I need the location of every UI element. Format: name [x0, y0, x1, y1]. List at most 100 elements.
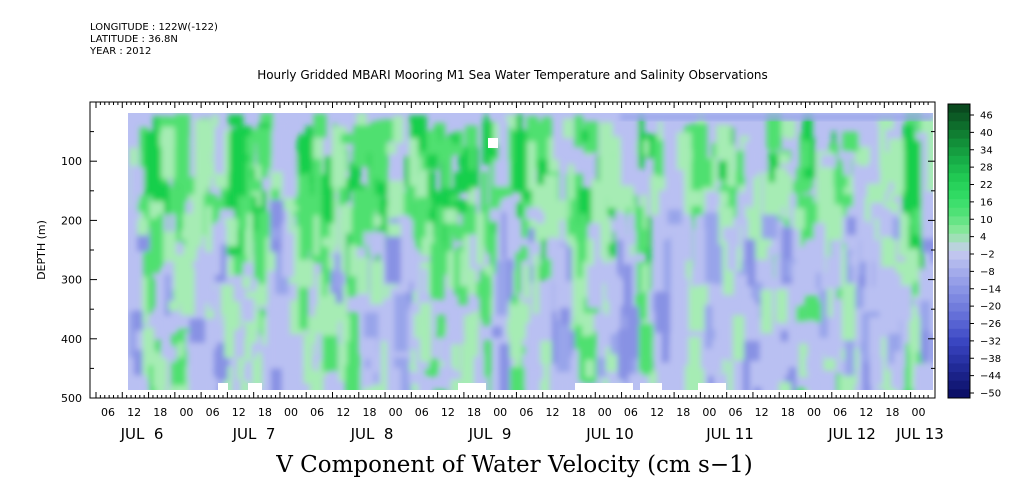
- x-hour-label: 18: [572, 406, 586, 419]
- field-cell: [427, 171, 436, 211]
- colorbar-swatch: [948, 346, 970, 356]
- field-cell: [799, 132, 806, 190]
- field-cell: [224, 313, 235, 358]
- missing-data-gap: [248, 383, 262, 390]
- field-cell: [796, 387, 806, 390]
- field-cell: [294, 192, 304, 206]
- colorbar-label: −32: [980, 336, 1001, 347]
- metadata-block: LONGITUDE : 122W(-122) LATITUDE : 36.8N …: [90, 22, 218, 58]
- field-cell: [523, 264, 531, 299]
- field-cell: [310, 369, 322, 390]
- field-cell: [296, 230, 309, 271]
- field-cell: [581, 129, 589, 143]
- x-hour-label: 00: [389, 406, 403, 419]
- field-cell: [796, 168, 803, 232]
- field-cell: [214, 126, 226, 174]
- field-cell: [906, 281, 919, 296]
- field-cell: [820, 154, 837, 169]
- field-cell: [367, 382, 376, 390]
- field-cell: [841, 248, 848, 285]
- field-cell: [693, 228, 706, 286]
- x-hour-label: 18: [885, 406, 899, 419]
- field-cell: [584, 359, 594, 378]
- field-cell: [162, 346, 177, 362]
- colorbar-label: −26: [980, 319, 1001, 330]
- field-cell: [353, 125, 371, 167]
- field-cell: [443, 151, 452, 188]
- field-cell: [418, 375, 426, 390]
- field-cell: [363, 387, 374, 390]
- field-cell: [246, 213, 253, 266]
- y-tick-label: 400: [61, 333, 82, 346]
- x-date-label: JUL 9: [468, 425, 512, 443]
- colorbar-swatch: [948, 181, 970, 191]
- field-cell: [499, 343, 510, 390]
- field-cell: [707, 158, 718, 186]
- field-cell: [869, 356, 884, 386]
- field-cell: [831, 175, 844, 188]
- field-cell: [189, 318, 205, 343]
- field-cell: [813, 223, 821, 272]
- field-cell: [780, 330, 789, 350]
- field-cell: [147, 259, 153, 314]
- field-cell: [297, 134, 313, 175]
- field-cell: [841, 283, 856, 341]
- field-cell: [921, 330, 930, 363]
- field-cell: [761, 214, 778, 239]
- x-hour-label: 12: [127, 406, 141, 419]
- x-hour-label: 06: [101, 406, 115, 419]
- field-cell: [240, 380, 250, 390]
- field-cell: [303, 230, 309, 246]
- field-cell: [727, 145, 736, 187]
- colorbar-swatch: [948, 268, 970, 278]
- plot-axes: 06 12 18 00 06 12 18 00 06 12 18 00 06 12 18 00 06 12 18 00…: [35, 101, 944, 443]
- colorbar-swatch: [948, 294, 970, 304]
- field-cell: [511, 294, 518, 305]
- field-cell: [270, 363, 282, 390]
- field-cell: [220, 224, 227, 253]
- field-cell: [288, 205, 294, 233]
- field-cell: [819, 290, 828, 338]
- field-cell: [339, 205, 352, 234]
- field-cell: [688, 286, 705, 332]
- field-cell: [316, 333, 322, 372]
- field-cell: [882, 268, 887, 292]
- field-cell: [533, 254, 540, 314]
- field-cell: [161, 126, 175, 179]
- field-cell: [450, 379, 465, 390]
- field-cell: [409, 371, 419, 384]
- field-cell: [626, 306, 643, 359]
- field-cell: [387, 206, 395, 227]
- field-cell: [513, 338, 521, 373]
- field-cell: [803, 116, 813, 158]
- field-cell: [884, 294, 900, 334]
- field-cell: [503, 259, 514, 301]
- field-cell: [928, 306, 933, 327]
- field-cell: [667, 306, 678, 328]
- x-date-label: JUL 6: [120, 425, 164, 443]
- field-cell: [645, 216, 652, 265]
- field-cell: [308, 316, 319, 344]
- colorbar-swatch: [948, 190, 970, 200]
- field-cell: [560, 376, 573, 390]
- field-cell: [617, 222, 630, 244]
- field-cell: [401, 235, 410, 284]
- x-hour-label: 18: [676, 406, 690, 419]
- field-cell: [727, 188, 737, 207]
- field-cell: [172, 168, 179, 183]
- field-cell: [557, 245, 567, 288]
- field-cell: [480, 275, 491, 292]
- field-cell: [380, 249, 391, 308]
- field-cell: [831, 234, 842, 265]
- field-cell: [705, 305, 716, 349]
- field-cell: [372, 384, 384, 390]
- field-cell: [373, 215, 382, 227]
- field-cell: [130, 165, 140, 211]
- field-cell: [587, 256, 603, 308]
- field-cell: [572, 349, 579, 390]
- field-cell: [349, 162, 361, 191]
- field-cell: [846, 216, 857, 236]
- x-hour-label: 06: [206, 406, 220, 419]
- x-hour-label: 00: [493, 406, 507, 419]
- field-cell: [386, 143, 397, 155]
